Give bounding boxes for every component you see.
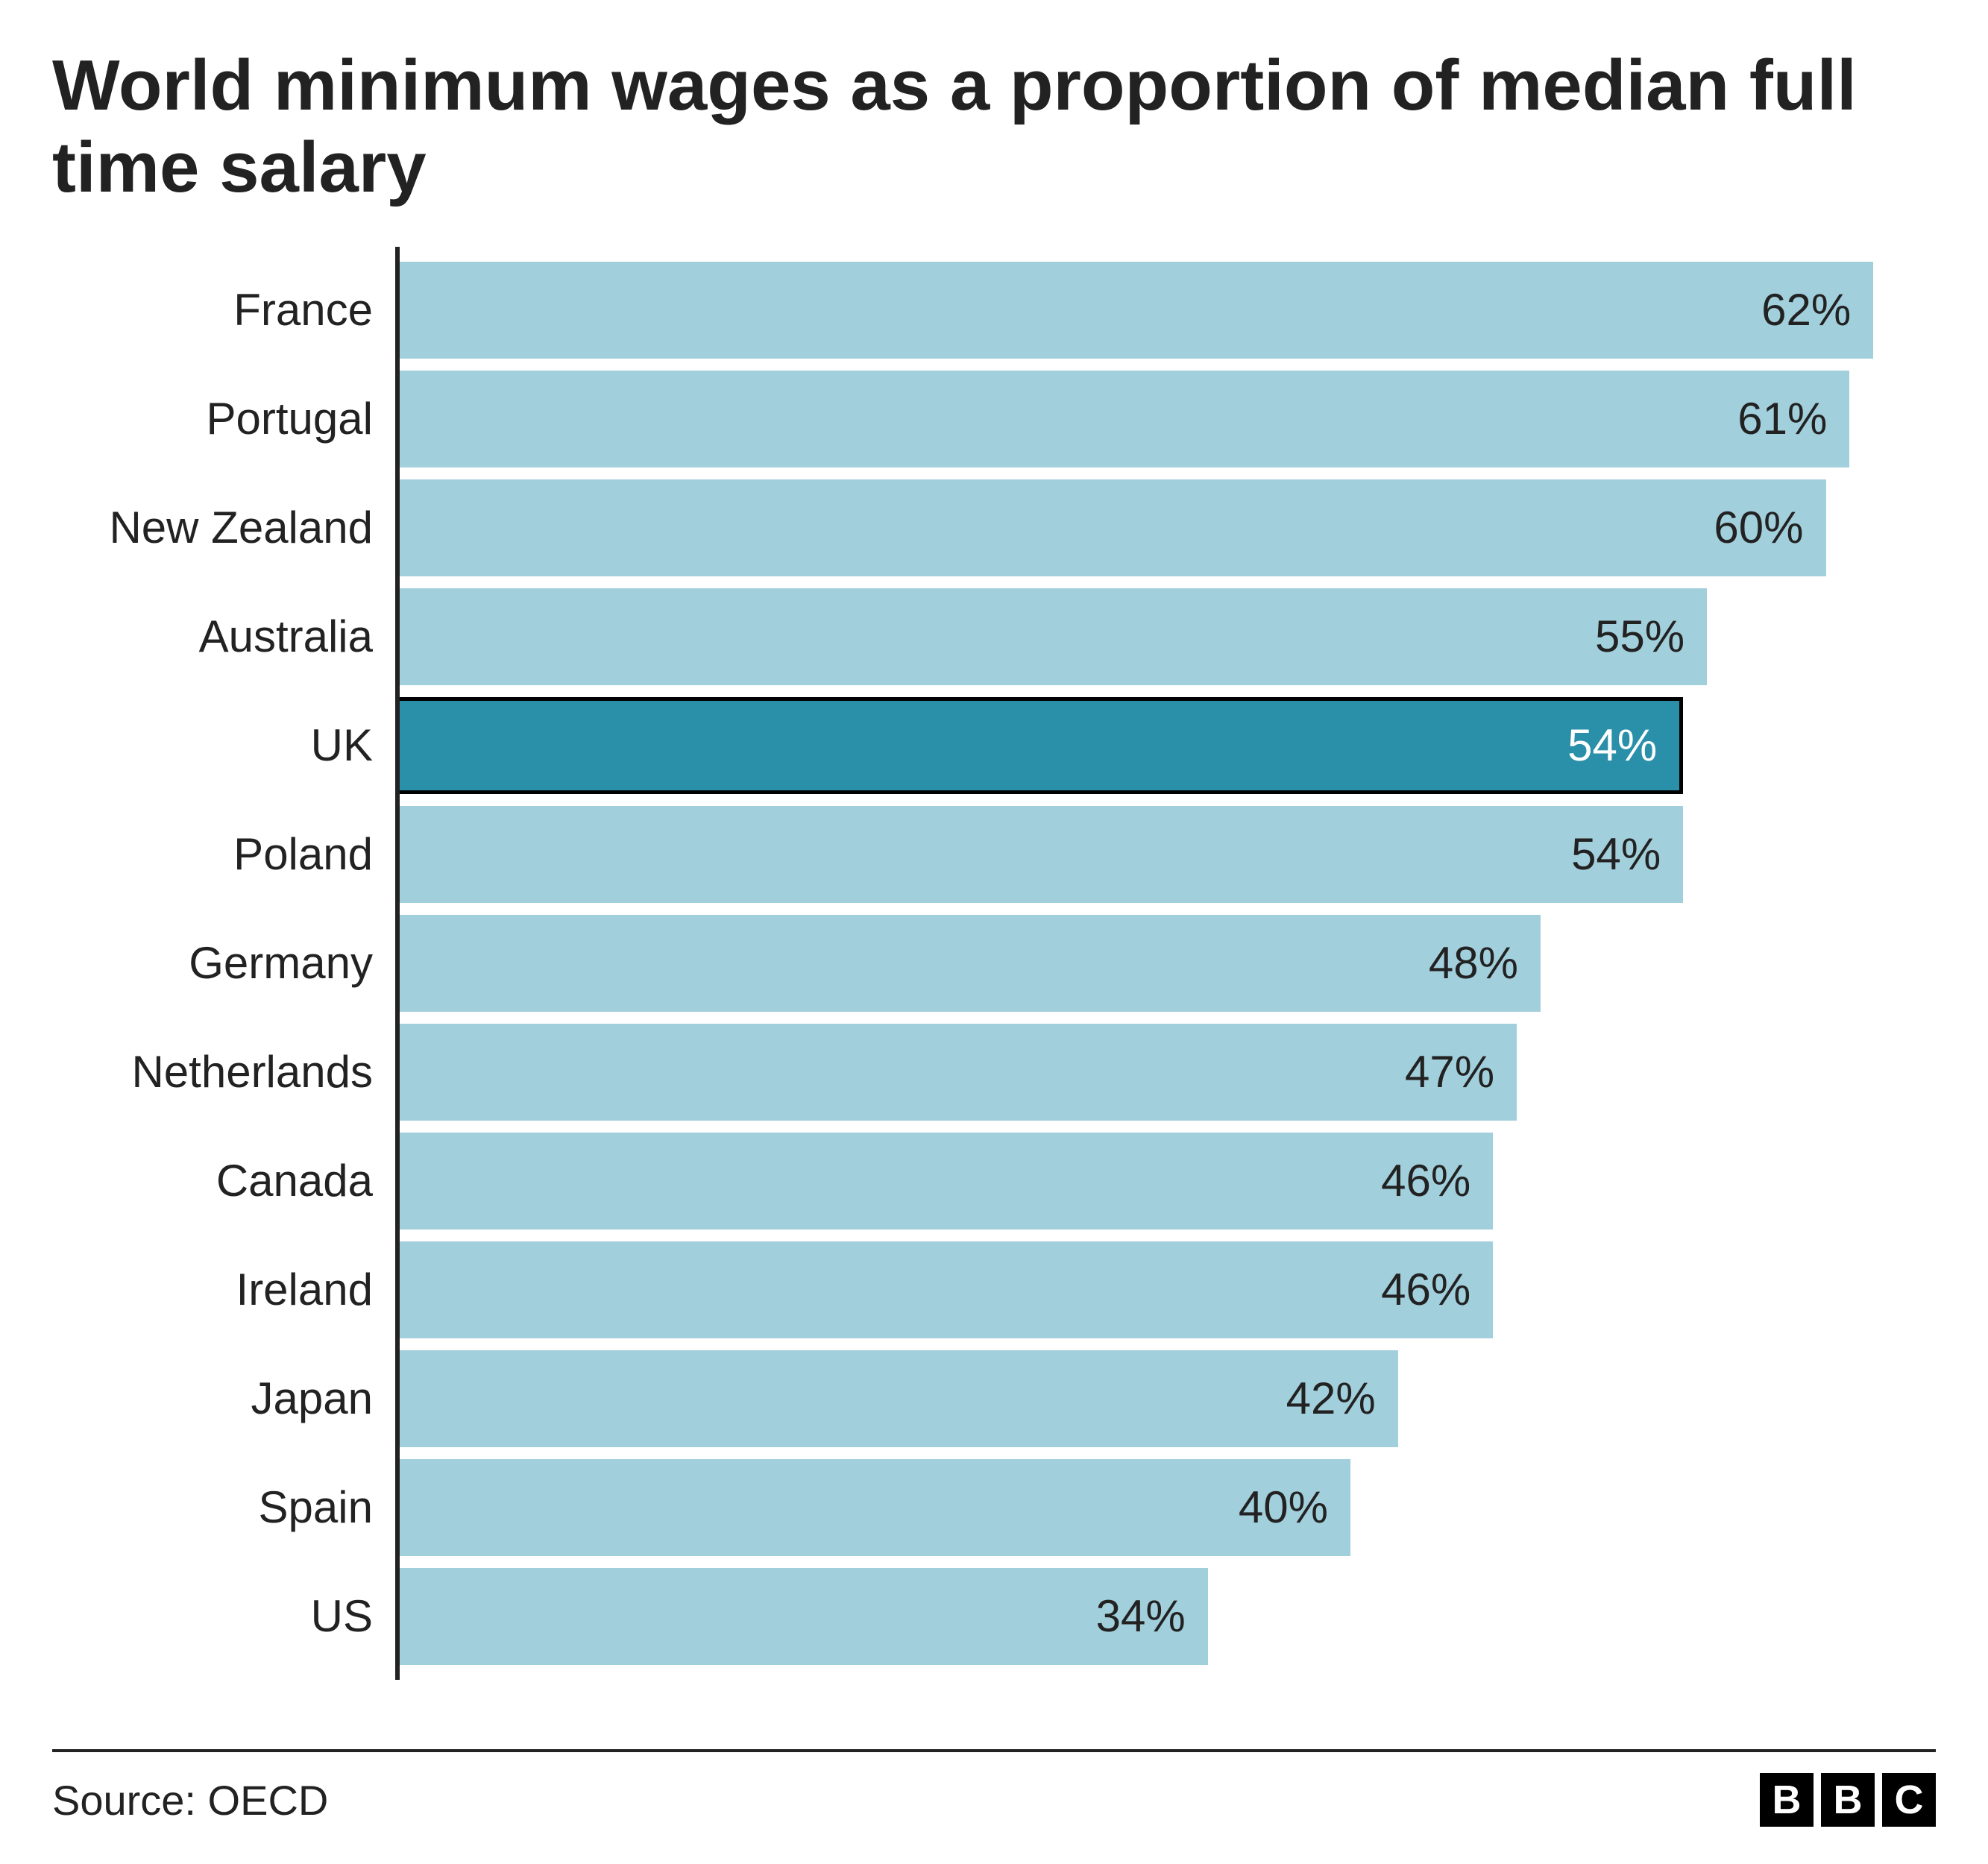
value-label: 42%: [1286, 1373, 1376, 1424]
bar-zone: 62%: [395, 262, 1936, 359]
bar: 42%: [400, 1350, 1398, 1447]
bbc-logo-letter: B: [1760, 1773, 1814, 1827]
value-label: 61%: [1737, 393, 1827, 444]
value-label: 55%: [1595, 611, 1685, 662]
value-label: 62%: [1761, 284, 1851, 336]
chart-row: France 62%: [52, 262, 1936, 359]
source-text: Source: OECD: [52, 1776, 328, 1824]
y-axis-label: US: [52, 1590, 395, 1642]
bar-zone: 47%: [395, 1024, 1936, 1121]
footer: Source: OECD BBC: [52, 1749, 1936, 1827]
chart-row: Canada 46%: [52, 1133, 1936, 1229]
chart-row: Germany 48%: [52, 915, 1936, 1012]
value-label: 46%: [1381, 1264, 1470, 1315]
bbc-logo-letter: B: [1821, 1773, 1875, 1827]
y-axis-label: Canada: [52, 1155, 395, 1206]
bar-highlight: 54%: [400, 697, 1683, 794]
bar-zone: 34%: [395, 1568, 1936, 1665]
bar-zone: 42%: [395, 1350, 1936, 1447]
chart-row: Netherlands 47%: [52, 1024, 1936, 1121]
y-axis-label: Spain: [52, 1482, 395, 1533]
y-axis-label: Japan: [52, 1373, 395, 1424]
bar-zone: 46%: [395, 1133, 1936, 1229]
bar: 47%: [400, 1024, 1517, 1121]
value-label: 54%: [1571, 828, 1661, 880]
bar-zone: 48%: [395, 915, 1936, 1012]
bar: 55%: [400, 588, 1707, 685]
bar-chart: France 62% Portugal 61% New Zealand 60% Austra…: [52, 262, 1936, 1665]
y-axis-label: New Zealand: [52, 502, 395, 553]
bar-zone: 60%: [395, 479, 1936, 576]
bar: 60%: [400, 479, 1826, 576]
bar-zone: 61%: [395, 371, 1936, 467]
footer-row: Source: OECD BBC: [52, 1773, 1936, 1827]
bar: 46%: [400, 1241, 1493, 1338]
bar: 40%: [400, 1459, 1350, 1556]
value-label: 46%: [1381, 1155, 1470, 1206]
y-axis-label: France: [52, 284, 395, 336]
chart-row: Australia 55%: [52, 588, 1936, 685]
y-axis-label: Poland: [52, 828, 395, 880]
bbc-logo: BBC: [1760, 1773, 1936, 1827]
chart-row: Ireland 46%: [52, 1241, 1936, 1338]
value-label: 47%: [1405, 1046, 1494, 1098]
bar-zone: 55%: [395, 588, 1936, 685]
chart-row: US 34%: [52, 1568, 1936, 1665]
chart-container: World minimum wages as a proportion of m…: [0, 0, 1988, 1864]
bar: 62%: [400, 262, 1873, 359]
chart-row: Poland 54%: [52, 806, 1936, 903]
value-label: 34%: [1096, 1590, 1186, 1642]
y-axis-label: Portugal: [52, 393, 395, 444]
bar: 61%: [400, 371, 1849, 467]
y-axis-label: Netherlands: [52, 1046, 395, 1098]
chart-row: New Zealand 60%: [52, 479, 1936, 576]
value-label: 40%: [1239, 1482, 1328, 1533]
bar: 54%: [400, 806, 1683, 903]
bar: 48%: [400, 915, 1541, 1012]
value-label: 54%: [1567, 720, 1657, 771]
chart-row: Japan 42%: [52, 1350, 1936, 1447]
chart-row: Portugal 61%: [52, 371, 1936, 467]
value-label: 48%: [1429, 937, 1518, 989]
chart-row: Spain 40%: [52, 1459, 1936, 1556]
y-axis-line: [395, 247, 400, 1680]
bar: 34%: [400, 1568, 1208, 1665]
value-label: 60%: [1714, 502, 1803, 553]
chart-row: UK 54%: [52, 697, 1936, 794]
bar-zone: 54%: [395, 697, 1936, 794]
bar: 46%: [400, 1133, 1493, 1229]
y-axis-label: Australia: [52, 611, 395, 662]
bar-zone: 46%: [395, 1241, 1936, 1338]
bar-zone: 40%: [395, 1459, 1936, 1556]
y-axis-label: UK: [52, 720, 395, 771]
y-axis-label: Germany: [52, 937, 395, 989]
y-axis-label: Ireland: [52, 1264, 395, 1315]
chart-title: World minimum wages as a proportion of m…: [52, 45, 1936, 210]
bbc-logo-letter: C: [1882, 1773, 1936, 1827]
bar-zone: 54%: [395, 806, 1936, 903]
footer-divider: [52, 1749, 1936, 1752]
